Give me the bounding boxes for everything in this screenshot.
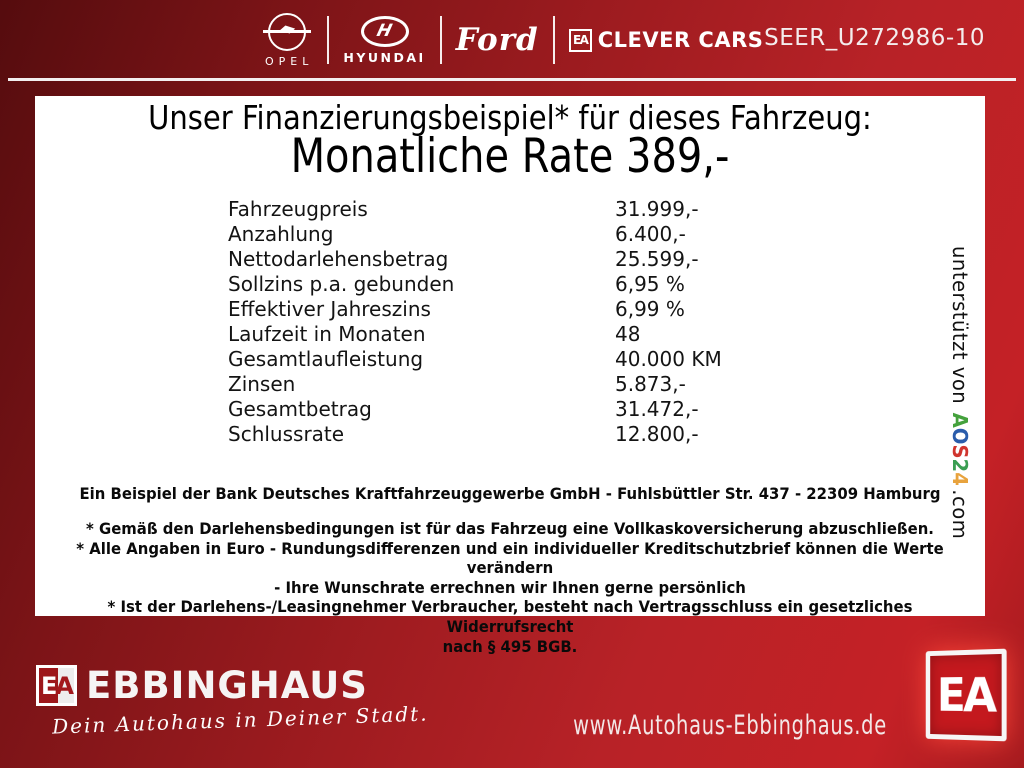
- row-label: Gesamtbetrag: [228, 397, 372, 421]
- row-label: Schlussrate: [228, 422, 345, 446]
- monthly-rate-headline: Monatliche Rate 389,-: [290, 129, 730, 184]
- hyundai-h-icon: H: [360, 15, 409, 47]
- clever-cars-label: CLEVER CARS: [597, 28, 764, 52]
- row-label: Anzahlung: [228, 222, 334, 246]
- row-label: Fahrzeugpreis: [228, 197, 368, 221]
- opel-blitz-icon: [262, 12, 311, 51]
- aos24-logo: AOS24: [948, 413, 972, 486]
- table-row: Schlussrate 12.800,-: [228, 422, 722, 447]
- ford-logo: Ford: [456, 22, 539, 58]
- row-label: Effektiver Jahreszins: [228, 297, 431, 321]
- aos-letter-0: A: [948, 413, 972, 429]
- finance-table: Fahrzeugpreis 31.999,- Anzahlung 6.400,- N…: [228, 197, 722, 447]
- row-value: 48: [615, 322, 641, 346]
- brand-logo-row: OPEL H HYUNDAI Ford EA CLEVER CARS: [260, 11, 763, 69]
- divider-line: [8, 78, 1016, 81]
- row-label: Gesamtlaufleistung: [228, 347, 424, 371]
- dealer-name: EBBINGHAUS: [86, 664, 368, 707]
- supported-by-text: unterstützt von AOS24 .com: [948, 246, 972, 539]
- supported-by-suffix: .com: [948, 489, 972, 540]
- footnote-line: * Alle Angaben in Euro - Rundungsdiffere…: [76, 538, 944, 578]
- header-bar: OPEL H HYUNDAI Ford EA CLEVER CARS SEER_…: [0, 0, 1024, 78]
- row-value: 6,95 %: [615, 272, 685, 296]
- table-row: Gesamtbetrag 31.472,-: [228, 397, 722, 422]
- row-value: 31.999,-: [615, 197, 699, 221]
- aos-letter-4: 4: [948, 472, 972, 487]
- website-url: www.Autohaus-Ebbinghaus.de: [573, 710, 887, 741]
- ea-logo-glow: EA: [925, 648, 1007, 742]
- ford-script-label: Ford: [455, 22, 539, 58]
- footnote-line: - Ihre Wunschrate errechnen wir Ihnen ge…: [274, 577, 746, 597]
- aos-letter-1: O: [948, 428, 972, 445]
- brand-divider: [552, 16, 555, 64]
- ea-letter-e: E: [41, 671, 57, 700]
- vehicle-id: SEER_U272986-10: [764, 25, 985, 51]
- row-value: 6,99 %: [615, 297, 685, 321]
- brand-divider: [327, 16, 330, 64]
- opel-logo: OPEL: [260, 12, 314, 68]
- table-row: Sollzins p.a. gebunden 6,95 %: [228, 272, 722, 297]
- bank-example-line: Ein Beispiel der Bank Deutsches Kraftfah…: [79, 484, 941, 503]
- opel-label: OPEL: [265, 54, 314, 68]
- row-label: Nettodarlehensbetrag: [228, 247, 449, 271]
- row-value: 12.800,-: [615, 422, 699, 446]
- row-label: Sollzins p.a. gebunden: [228, 272, 455, 296]
- table-row: Zinsen 5.873,-: [228, 372, 722, 397]
- supported-by-prefix: unterstützt von: [948, 245, 972, 405]
- row-value: 40.000 KM: [615, 347, 722, 371]
- footnote-line: nach § 495 BGB.: [442, 636, 578, 656]
- table-row: Nettodarlehensbetrag 25.599,-: [228, 247, 722, 272]
- finance-intro: Unser Finanzierungsbeispiel* für dieses …: [148, 98, 872, 137]
- row-value: 5.873,-: [615, 372, 686, 396]
- table-row: Fahrzeugpreis 31.999,-: [228, 197, 722, 222]
- table-row: Effektiver Jahreszins 6,99 %: [228, 297, 722, 322]
- row-label: Laufzeit in Monaten: [228, 322, 426, 346]
- finance-sheet: Unser Finanzierungsbeispiel* für dieses …: [35, 96, 985, 656]
- footnote-line: * Gemäß den Darlehensbedingungen ist für…: [86, 519, 934, 538]
- footnote-line: * Ist der Darlehens-/Leasingnehmer Verbr…: [107, 597, 913, 636]
- row-value: 31.472,-: [615, 397, 699, 421]
- aos-letter-2: S: [948, 444, 972, 460]
- ea-icon: EA: [568, 28, 592, 52]
- hyundai-logo: H HYUNDAI: [343, 15, 426, 65]
- hyundai-label: HYUNDAI: [343, 49, 426, 65]
- clever-cars-logo: EA CLEVER CARS: [568, 28, 764, 52]
- brand-divider: [439, 16, 442, 64]
- opel-bolt-icon: [279, 25, 295, 33]
- dealer-tagline: Dein Autohaus in Deiner Stadt.: [51, 701, 429, 739]
- row-value: 25.599,-: [615, 247, 699, 271]
- row-value: 6.400,-: [615, 222, 686, 246]
- table-row: Gesamtlaufleistung 40.000 KM: [228, 347, 722, 372]
- row-label: Zinsen: [228, 372, 296, 396]
- footnotes: * Gemäß den Darlehensbedingungen ist für…: [68, 519, 952, 656]
- table-row: Laufzeit in Monaten 48: [228, 322, 722, 347]
- table-row: Anzahlung 6.400,-: [228, 222, 722, 247]
- ea-letter-a: A: [55, 671, 74, 700]
- aos-letter-3: 2: [948, 459, 972, 473]
